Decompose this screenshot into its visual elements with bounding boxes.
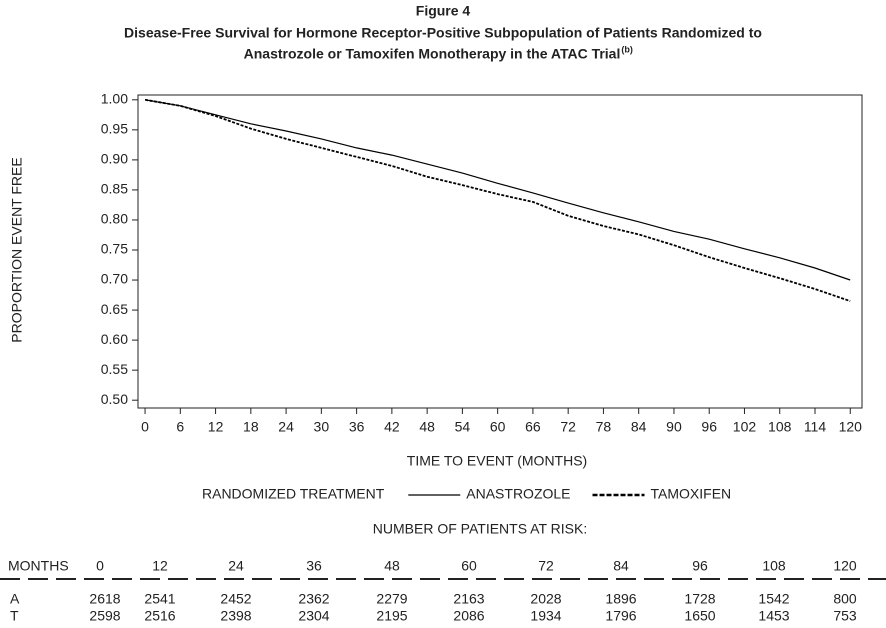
risk-count: 1796 — [605, 608, 636, 624]
risk-row-label: T — [10, 608, 19, 624]
x-tick-label: 54 — [455, 419, 471, 435]
x-tick-label: 0 — [141, 419, 149, 435]
y-tick-label: 1.00 — [101, 91, 128, 107]
plot-frame — [137, 94, 863, 409]
risk-count: 800 — [833, 591, 857, 607]
y-tick-label: 0.75 — [101, 241, 128, 257]
risk-month: 36 — [306, 558, 322, 574]
y-axis-label: PROPORTION EVENT FREE — [9, 157, 25, 342]
y-tick-label: 0.85 — [101, 181, 128, 197]
y-tick-label: 0.50 — [101, 391, 128, 407]
risk-count: 2516 — [144, 608, 175, 624]
series-line — [144, 99, 851, 281]
legend-label: ANASTROZOLE — [466, 486, 570, 502]
x-tick-label: 42 — [384, 419, 400, 435]
risk-count: 1934 — [530, 608, 561, 624]
risk-count: 2086 — [453, 608, 484, 624]
risk-month: 60 — [461, 558, 477, 574]
risk-table-title: NUMBER OF PATIENTS AT RISK: — [373, 521, 587, 537]
x-axis-label: TIME TO EVENT (MONTHS) — [407, 453, 587, 469]
x-tick-label: 108 — [768, 419, 792, 435]
x-tick-label: 30 — [314, 419, 330, 435]
risk-month: 108 — [762, 558, 786, 574]
y-tick-label: 0.70 — [101, 271, 128, 287]
y-tick-label: 0.80 — [101, 211, 128, 227]
title-superscript: (b) — [621, 44, 633, 54]
risk-month: 84 — [613, 558, 629, 574]
risk-month: 96 — [692, 558, 708, 574]
x-tick-label: 48 — [419, 419, 435, 435]
risk-count: 2304 — [298, 608, 329, 624]
risk-month: 12 — [152, 558, 168, 574]
chart-subtitle: Disease-Free Survival for Hormone Recept… — [124, 25, 762, 41]
risk-count: 2279 — [376, 591, 407, 607]
x-tick-label: 102 — [733, 419, 757, 435]
y-tick-label: 0.55 — [101, 361, 128, 377]
risk-count: 753 — [833, 608, 857, 624]
x-tick-label: 90 — [666, 419, 682, 435]
risk-count: 1896 — [605, 591, 636, 607]
x-tick-label: 72 — [560, 419, 576, 435]
x-tick-label: 96 — [701, 419, 717, 435]
y-tick-label: 0.90 — [101, 151, 128, 167]
series-line — [144, 98, 851, 302]
risk-count: 2398 — [220, 608, 251, 624]
risk-month: 48 — [384, 558, 400, 574]
legend-label: TAMOXIFEN — [651, 486, 732, 502]
chart-title: Figure 4 — [416, 3, 471, 19]
x-tick-label: 36 — [349, 419, 365, 435]
chart-subtitle: Anastrozole or Tamoxifen Monotherapy in … — [244, 46, 621, 62]
x-tick-label: 18 — [243, 419, 259, 435]
risk-count: 1542 — [758, 591, 789, 607]
x-tick-label: 24 — [278, 419, 294, 435]
x-tick-label: 66 — [525, 419, 541, 435]
x-tick-label: 60 — [490, 419, 506, 435]
risk-month: 0 — [96, 558, 104, 574]
risk-count: 2618 — [89, 591, 120, 607]
x-tick-label: 120 — [839, 419, 863, 435]
risk-table-header: MONTHS — [8, 558, 69, 574]
risk-count: 1728 — [684, 591, 715, 607]
risk-count: 2028 — [530, 591, 561, 607]
x-tick-label: 84 — [631, 419, 647, 435]
risk-count: 2163 — [453, 591, 484, 607]
risk-row-label: A — [10, 591, 20, 607]
risk-count: 2195 — [376, 608, 407, 624]
y-tick-label: 0.60 — [101, 331, 128, 347]
risk-count: 2598 — [89, 608, 120, 624]
risk-month: 24 — [228, 558, 244, 574]
legend-title: RANDOMIZED TREATMENT — [202, 486, 385, 502]
x-tick-label: 6 — [176, 419, 184, 435]
risk-month: 72 — [538, 558, 554, 574]
x-tick-label: 114 — [804, 419, 827, 435]
risk-month: 120 — [833, 558, 857, 574]
risk-count: 1453 — [758, 608, 789, 624]
y-tick-label: 0.95 — [101, 121, 128, 137]
x-tick-label: 12 — [208, 419, 224, 435]
x-tick-label: 78 — [596, 419, 612, 435]
risk-count: 1650 — [684, 608, 715, 624]
risk-count: 2362 — [298, 591, 329, 607]
y-tick-label: 0.65 — [101, 301, 128, 317]
risk-count: 2452 — [220, 591, 251, 607]
risk-count: 2541 — [144, 591, 175, 607]
